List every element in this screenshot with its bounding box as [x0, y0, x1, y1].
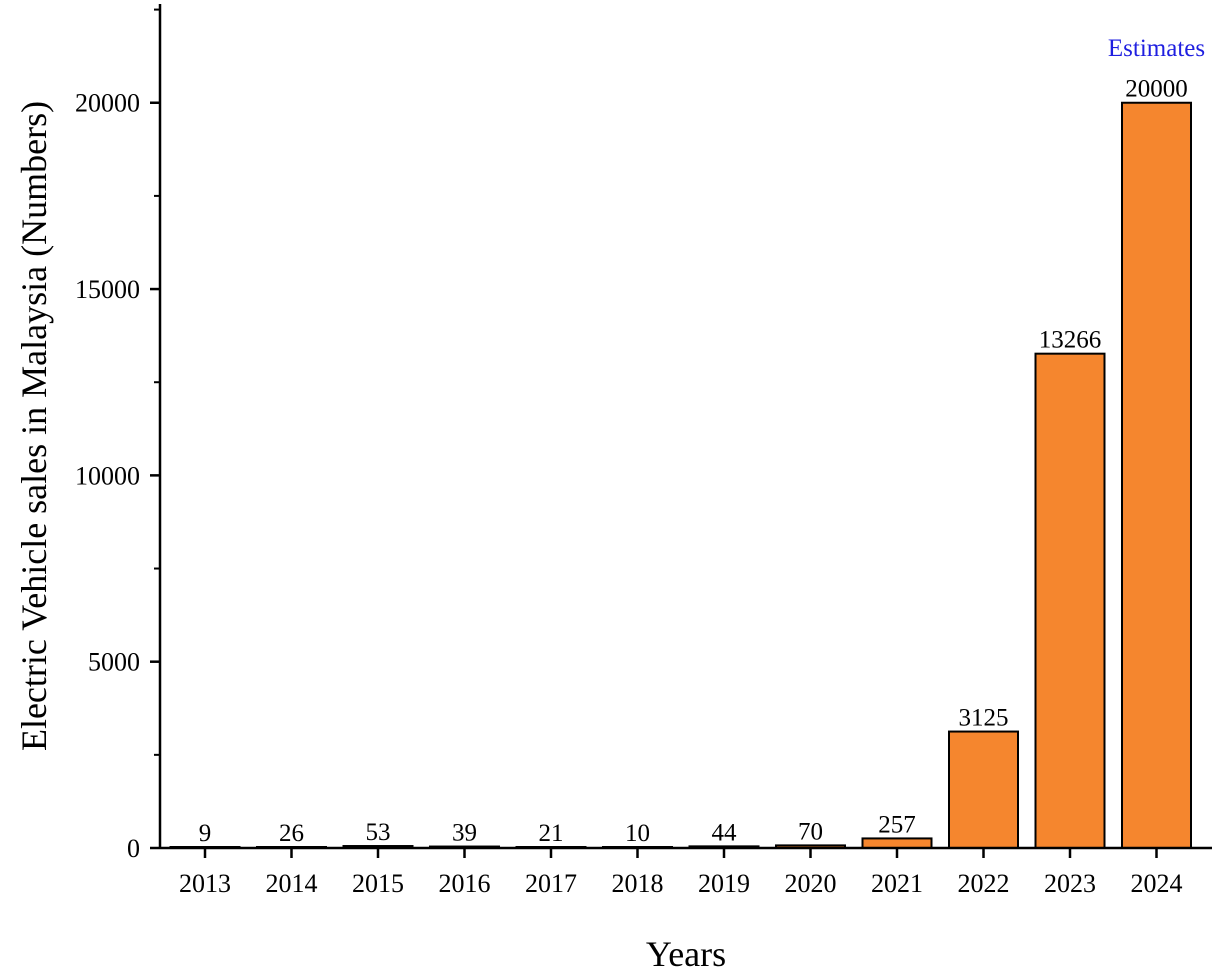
x-tick-label-2023: 2023 — [1044, 869, 1096, 898]
bar-2021 — [861, 837, 933, 849]
y-tick-label-0: 0 — [127, 834, 140, 863]
x-ticks-group: 2013 2014 2015 2016 2017 2018 2019 2020 2021 2022… — [179, 848, 1183, 898]
x-tick-label-2014: 2014 — [266, 869, 318, 898]
data-labels-group: 9 26 53 39 21 10 44 70 257 3125 13266 20000 — [199, 76, 1188, 847]
data-label-2014: 26 — [279, 820, 304, 847]
x-tick-label-2017: 2017 — [525, 869, 577, 898]
x-tick-label-2022: 2022 — [958, 869, 1010, 898]
bars-group — [169, 101, 1192, 850]
x-tick-label-2019: 2019 — [698, 869, 750, 898]
bar-2024 — [1121, 101, 1192, 849]
x-tick-label-2018: 2018 — [612, 869, 664, 898]
data-label-2017: 21 — [539, 820, 564, 847]
y-tick-label-10000: 10000 — [75, 461, 140, 490]
x-axis-title: Years — [646, 934, 726, 968]
data-label-2015: 53 — [366, 819, 391, 846]
data-label-2013: 9 — [199, 820, 212, 847]
data-label-2019: 44 — [712, 819, 738, 846]
y-tick-label-20000: 20000 — [75, 89, 140, 118]
data-label-2018: 10 — [625, 820, 650, 847]
y-tick-label-5000: 5000 — [88, 648, 140, 677]
data-label-2020: 70 — [798, 818, 823, 845]
data-label-2021: 257 — [878, 811, 916, 838]
x-tick-label-2021: 2021 — [871, 869, 923, 898]
bar-2023 — [1034, 352, 1106, 849]
data-label-2024: 20000 — [1125, 76, 1188, 103]
y-ticks-group: 0 5000 10000 15000 20000 — [75, 8, 160, 863]
y-tick-label-15000: 15000 — [75, 275, 140, 304]
data-label-2023: 13266 — [1039, 327, 1102, 354]
data-label-2016: 39 — [452, 820, 477, 847]
x-tick-label-2013: 2013 — [179, 869, 231, 898]
axes-group — [158, 4, 1212, 850]
x-tick-label-2015: 2015 — [352, 869, 404, 898]
y-axis-title: Electric Vehicle sales in Malaysia (Numb… — [14, 101, 54, 751]
estimates-annotation: Estimates — [1108, 35, 1205, 62]
data-label-2022: 3125 — [959, 705, 1009, 732]
x-tick-label-2024: 2024 — [1131, 869, 1183, 898]
x-tick-label-2020: 2020 — [785, 869, 837, 898]
x-tick-label-2016: 2016 — [439, 869, 491, 898]
bar-2022 — [948, 730, 1019, 849]
